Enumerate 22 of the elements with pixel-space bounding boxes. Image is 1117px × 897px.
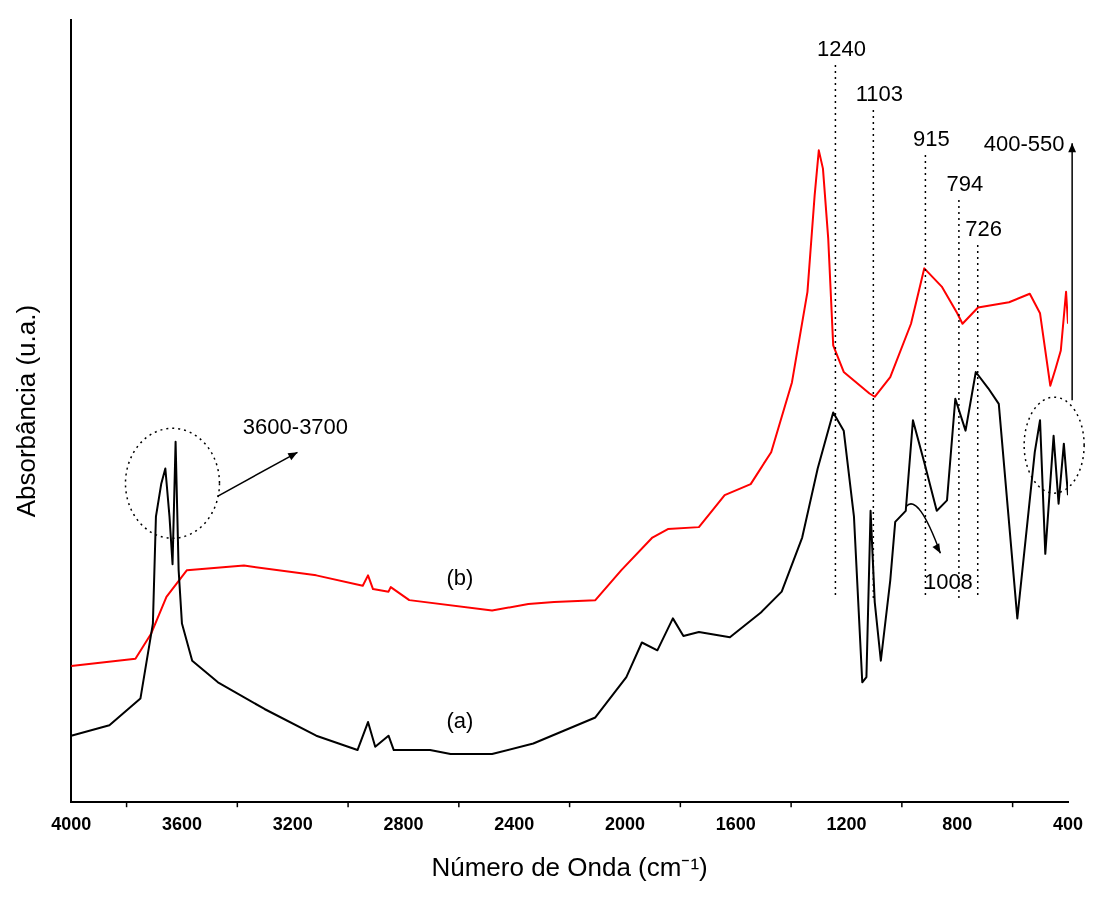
annotation: 1008 bbox=[923, 569, 973, 595]
y-axis-title: Absorbância (u.a.) bbox=[10, 304, 41, 518]
ref-line-label: 794 bbox=[946, 171, 984, 197]
x-tick-label: 2400 bbox=[494, 813, 535, 834]
x-tick-label: 1200 bbox=[826, 813, 867, 834]
annotation: 400-550 bbox=[983, 131, 1065, 157]
annotation: 3600-3700 bbox=[242, 414, 349, 440]
x-tick-label: 400 bbox=[1052, 813, 1084, 834]
series-label: (a) bbox=[446, 708, 474, 734]
x-tick-label: 1600 bbox=[715, 813, 756, 834]
x-tick-label: 4000 bbox=[51, 813, 92, 834]
x-tick-label: 3600 bbox=[161, 813, 202, 834]
x-tick-label: 800 bbox=[942, 813, 973, 834]
x-axis-title: Número de Onda (cm⁻¹) bbox=[431, 851, 708, 882]
series-label: (b) bbox=[446, 564, 474, 590]
x-tick-label: 2000 bbox=[604, 813, 645, 834]
x-tick-label: 2800 bbox=[383, 813, 424, 834]
ref-line-label: 726 bbox=[965, 216, 1003, 242]
ref-line-label: 1240 bbox=[816, 36, 866, 62]
ref-line-label: 915 bbox=[913, 126, 950, 152]
x-tick-label: 3200 bbox=[272, 813, 313, 834]
ref-line-label: 1103 bbox=[855, 81, 903, 107]
